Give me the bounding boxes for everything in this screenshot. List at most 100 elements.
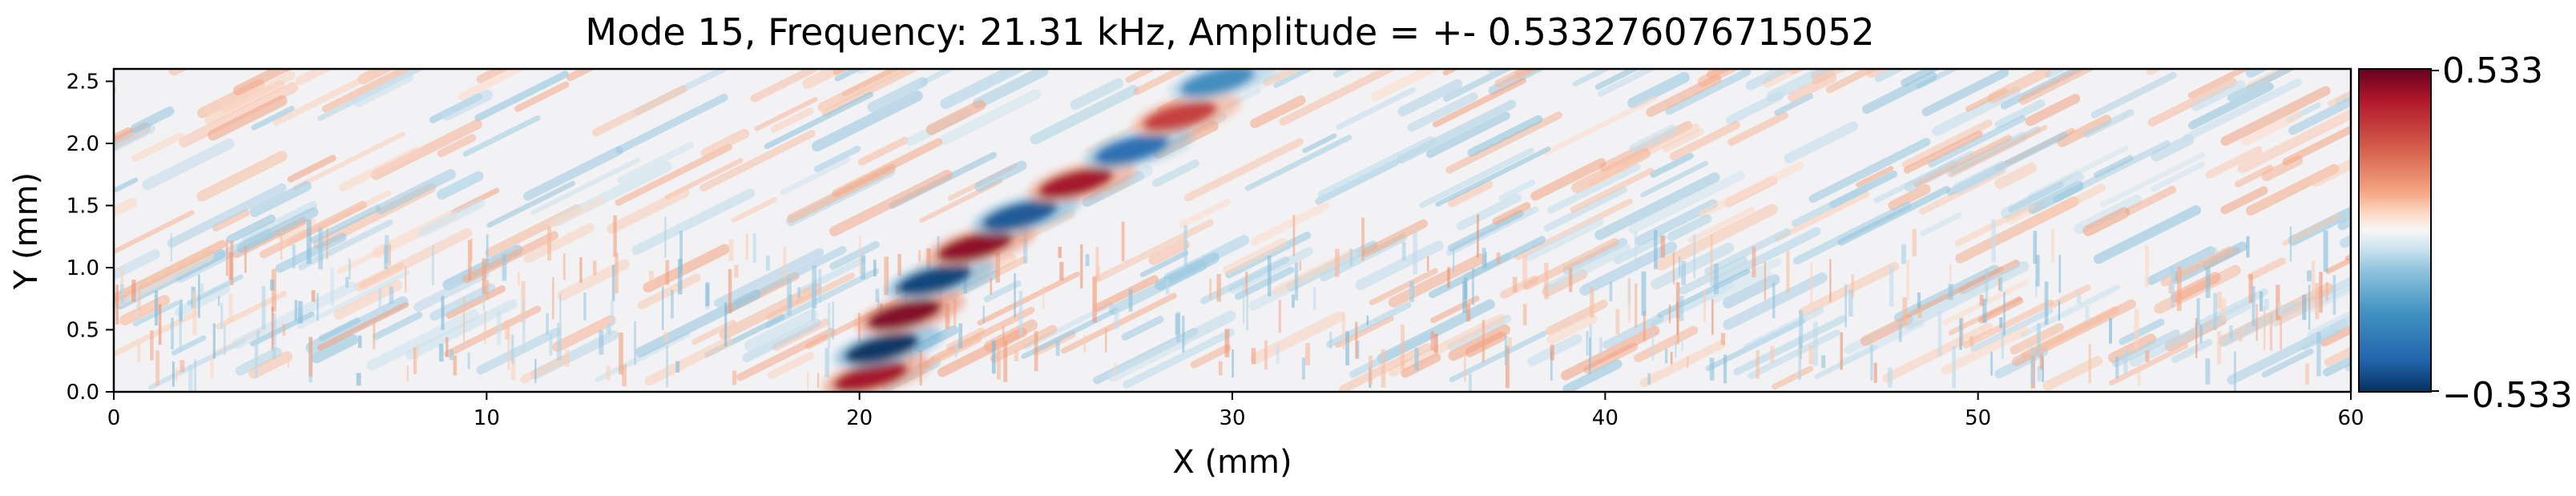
texture-speck bbox=[1851, 274, 1855, 298]
texture-streak bbox=[1317, 136, 1436, 201]
texture-streak bbox=[1594, 69, 1641, 91]
texture-streak bbox=[1873, 150, 1973, 204]
texture-streak bbox=[1139, 250, 1189, 278]
texture-streak bbox=[1223, 238, 1288, 276]
texture-speck bbox=[2305, 363, 2310, 385]
texture-streak bbox=[2240, 110, 2302, 146]
texture-speck bbox=[470, 238, 473, 262]
texture-speck bbox=[225, 240, 228, 276]
texture-speck bbox=[1401, 325, 1405, 370]
texture-streak bbox=[1445, 111, 1563, 174]
texture-streak bbox=[1151, 159, 1199, 188]
texture-speck bbox=[292, 244, 296, 268]
texture-speck bbox=[345, 276, 349, 288]
texture-streak bbox=[248, 351, 293, 379]
texture-speck bbox=[2246, 236, 2250, 258]
texture-streak bbox=[2261, 155, 2304, 182]
texture-speck bbox=[1268, 255, 1272, 296]
texture-speck bbox=[1615, 308, 1620, 335]
texture-speck bbox=[1291, 294, 1295, 308]
texture-speck bbox=[1681, 260, 1686, 285]
texture-streak bbox=[1839, 320, 1925, 366]
texture-streak bbox=[376, 169, 456, 215]
texture-streak bbox=[338, 146, 421, 192]
texture-speck bbox=[615, 252, 619, 294]
texture-speck bbox=[2033, 231, 2038, 264]
texture-streak bbox=[305, 296, 409, 353]
texture-speck bbox=[990, 277, 993, 295]
texture-speck bbox=[2123, 350, 2128, 374]
texture-streak bbox=[2118, 318, 2165, 345]
texture-streak bbox=[615, 143, 732, 206]
texture-streak bbox=[1977, 297, 2024, 324]
texture-streak bbox=[168, 69, 189, 76]
texture-streak bbox=[130, 106, 175, 134]
texture-streak bbox=[828, 169, 953, 236]
texture-streak bbox=[1602, 314, 1664, 349]
texture-speck bbox=[1264, 340, 1268, 370]
texture-streak bbox=[251, 106, 295, 131]
texture-speck bbox=[1590, 286, 1594, 318]
texture-speck bbox=[522, 298, 525, 331]
texture-speck bbox=[1670, 352, 1673, 365]
texture-streak bbox=[1498, 179, 1536, 201]
colorbar-gradient bbox=[2359, 69, 2431, 392]
texture-speck bbox=[1998, 277, 2003, 292]
texture-streak bbox=[310, 333, 359, 364]
texture-speck bbox=[549, 334, 553, 356]
texture-speck bbox=[171, 317, 174, 349]
texture-speck bbox=[818, 268, 822, 304]
texture-streak bbox=[175, 284, 231, 317]
texture-speck bbox=[1366, 315, 1369, 325]
texture-streak bbox=[1407, 92, 1478, 132]
texture-speck bbox=[1218, 361, 1223, 376]
texture-streak bbox=[2308, 287, 2351, 313]
texture-streak bbox=[637, 273, 701, 310]
x-tick-label: 60 bbox=[2337, 406, 2364, 430]
texture-streak bbox=[1121, 315, 1164, 341]
texture-streak bbox=[1726, 91, 1784, 125]
texture-speck bbox=[280, 228, 283, 260]
texture-streak bbox=[832, 138, 943, 198]
texture-streak bbox=[1183, 138, 1304, 202]
texture-speck bbox=[1341, 312, 1346, 349]
texture-speck bbox=[1937, 311, 1942, 357]
texture-streak bbox=[2108, 333, 2157, 364]
texture-streak bbox=[1148, 239, 1190, 265]
texture-streak bbox=[522, 146, 623, 201]
texture-streak bbox=[1788, 72, 1837, 103]
texture-speck bbox=[797, 287, 801, 299]
texture-speck bbox=[607, 324, 611, 335]
texture-speck bbox=[982, 305, 985, 324]
texture-streak bbox=[1419, 147, 1534, 208]
texture-speck bbox=[705, 282, 710, 306]
texture-speck bbox=[1433, 333, 1438, 353]
texture-streak bbox=[1447, 209, 1524, 252]
texture-speck bbox=[2168, 283, 2172, 293]
texture-speck bbox=[2229, 325, 2233, 339]
texture-speck bbox=[179, 299, 183, 321]
texture-speck bbox=[634, 321, 637, 365]
texture-streak bbox=[1425, 111, 1510, 159]
texture-speck bbox=[728, 239, 734, 261]
texture-speck bbox=[1512, 276, 1518, 292]
texture-speck bbox=[2233, 351, 2236, 392]
texture-streak bbox=[316, 301, 409, 351]
texture-streak bbox=[719, 283, 822, 340]
texture-speck bbox=[179, 360, 185, 373]
texture-streak bbox=[1429, 236, 1546, 299]
texture-streak bbox=[114, 197, 138, 218]
texture-streak bbox=[2125, 185, 2177, 216]
texture-speck bbox=[261, 286, 266, 330]
texture-speck bbox=[1294, 262, 1299, 300]
wave-peak bbox=[866, 300, 942, 330]
texture-speck bbox=[752, 233, 756, 263]
x-tick-label: 20 bbox=[846, 406, 873, 430]
texture-streak bbox=[284, 69, 293, 72]
texture-streak bbox=[1825, 69, 1880, 94]
texture-speck bbox=[1647, 373, 1651, 385]
texture-speck bbox=[441, 296, 445, 330]
texture-streak bbox=[1687, 207, 1756, 244]
texture-streak bbox=[1774, 93, 1814, 116]
texture-speck bbox=[1251, 348, 1256, 365]
